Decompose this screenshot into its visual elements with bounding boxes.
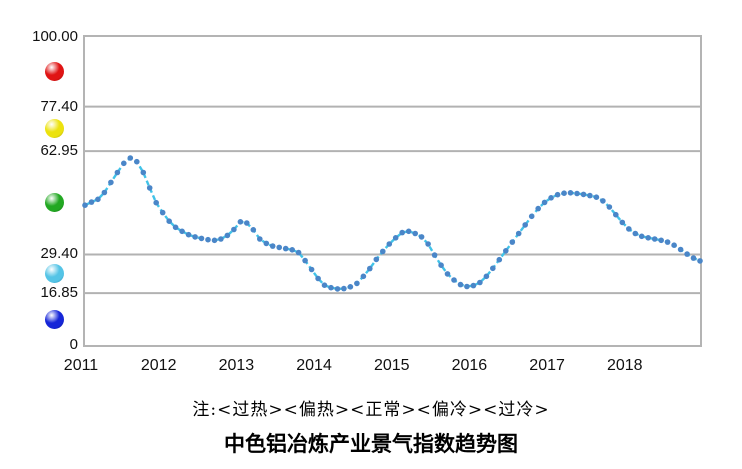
zone-ball-cool bbox=[45, 264, 64, 284]
y-tick-label-100.00: 100.00 bbox=[32, 28, 78, 45]
y-tick-label-16.85: 16.85 bbox=[40, 284, 78, 302]
plot-area bbox=[82, 35, 703, 347]
zone-ball-cold bbox=[45, 309, 64, 329]
y-tick-label-62.95: 62.95 bbox=[40, 142, 78, 160]
x-tick-2014: 2014 bbox=[296, 357, 332, 374]
x-tick-2017: 2017 bbox=[529, 357, 565, 374]
zone-ball-warm bbox=[45, 119, 64, 139]
y-tick-label-77.40: 77.40 bbox=[40, 97, 78, 115]
x-tick-2012: 2012 bbox=[140, 357, 177, 374]
x-tick-2018: 2018 bbox=[606, 357, 643, 374]
index-series-markers bbox=[82, 155, 703, 292]
trend-line-plot bbox=[82, 105, 703, 295]
x-tick-2013: 2013 bbox=[218, 357, 255, 374]
index-series-line bbox=[84, 156, 701, 291]
x-tick-2011: 2011 bbox=[63, 357, 99, 374]
y-tick-label-0: 0 bbox=[69, 336, 78, 353]
y-tick-label-29.40: 29.40 bbox=[40, 245, 78, 263]
zone-ball-normal bbox=[45, 193, 64, 213]
legend-note: 注:<过热><偏热><正常><偏冷><过冷> bbox=[192, 400, 550, 420]
x-tick-2016: 2016 bbox=[451, 357, 488, 374]
chart-title: 中色铝冶炼产业景气指数趋势图 bbox=[224, 433, 518, 456]
x-tick-2015: 2015 bbox=[373, 357, 410, 374]
zone-ball-overheat bbox=[45, 62, 64, 82]
